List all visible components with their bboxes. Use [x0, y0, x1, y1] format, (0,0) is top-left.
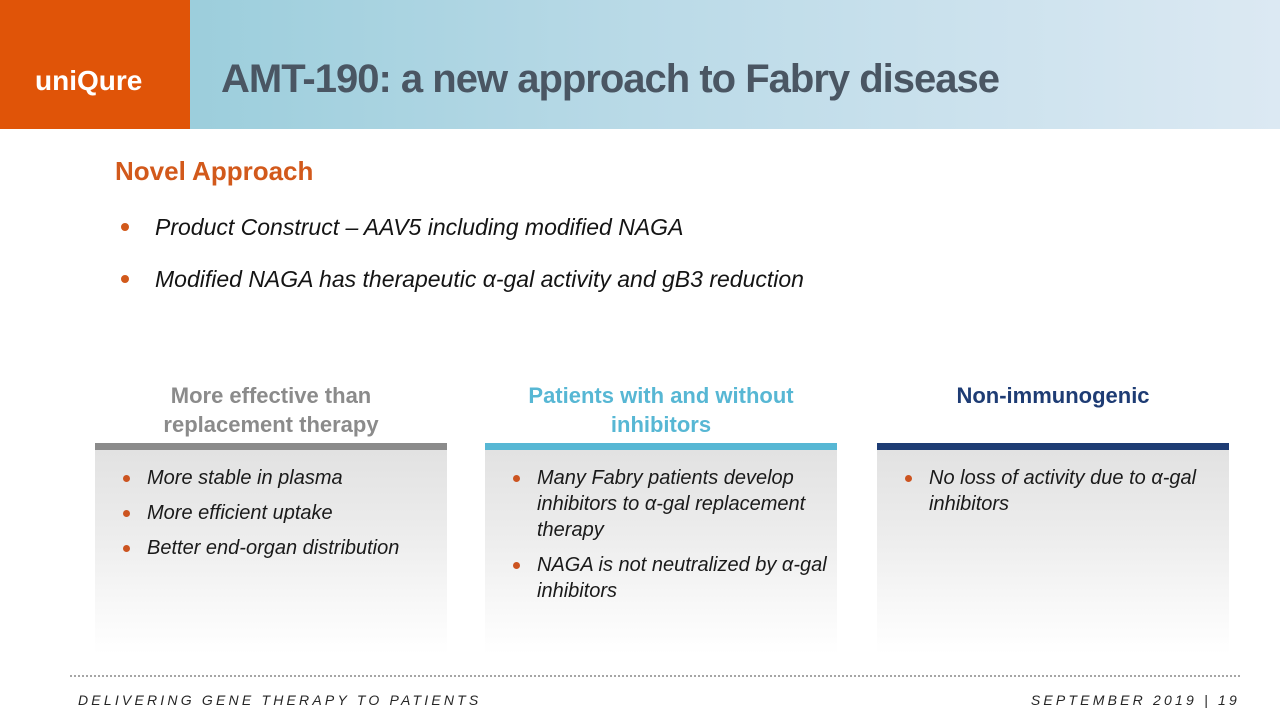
bullet-icon [513, 562, 520, 569]
list-item: More efficient uptake [95, 500, 439, 526]
intro-bullet-list: Product Construct – AAV5 including modif… [121, 212, 1121, 316]
section-heading: Novel Approach [115, 156, 314, 186]
column-header: More effective than replacement therapy [95, 381, 447, 443]
column-bullet-list: Many Fabry patients develop inhibitors t… [485, 450, 837, 604]
list-item: NAGA is not neutralized by α-gal inhibit… [485, 552, 829, 604]
slide-title: AMT-190: a new approach to Fabry disease [221, 57, 1000, 101]
footer-date-page-number: SEPTEMBER 2019 | 19 [1030, 692, 1240, 708]
column-more-effective: More effective than replacement therapy … [95, 381, 447, 655]
column-accent-bar [95, 443, 447, 450]
column-header-line: replacement therapy [163, 412, 379, 437]
footer-tagline: DELIVERING GENE THERAPY TO PATIENTS [78, 692, 482, 708]
list-item: More stable in plasma [95, 465, 439, 491]
header-band [190, 0, 1280, 129]
list-item-text: Better end-organ distribution [147, 537, 400, 559]
list-item: Better end-organ distribution [95, 535, 439, 561]
column-accent-bar [877, 443, 1229, 450]
bullet-icon [513, 475, 520, 482]
bullet-icon [905, 475, 912, 482]
list-item: No loss of activity due to α-gal inhibit… [877, 465, 1221, 517]
column-header-line: Non-immunogenic [956, 383, 1150, 408]
intro-bullet: Modified NAGA has therapeutic α-gal acti… [121, 264, 1121, 294]
list-item-text: More efficient uptake [147, 502, 333, 524]
list-item-text: NAGA is not neutralized by α-gal inhibit… [537, 554, 827, 602]
column-bullet-list: More stable in plasma More efficient upt… [95, 450, 447, 561]
column-header: Non-immunogenic [877, 381, 1229, 443]
list-item: Many Fabry patients develop inhibitors t… [485, 465, 829, 543]
intro-bullet-text: Modified NAGA has therapeutic α-gal acti… [155, 266, 804, 292]
column-header-line: More effective than [170, 383, 372, 408]
column-inhibitors: Patients with and without inhibitors Man… [485, 381, 837, 655]
column-header-line: Patients with and without [528, 383, 794, 408]
column-accent-bar [485, 443, 837, 450]
uniqure-logo: uniQure [0, 0, 190, 129]
column-header-line: inhibitors [610, 412, 712, 437]
column-body: Many Fabry patients develop inhibitors t… [485, 450, 837, 655]
column-body: No loss of activity due to α-gal inhibit… [877, 450, 1229, 655]
list-item-text: More stable in plasma [147, 467, 343, 489]
footer-divider [70, 675, 1240, 677]
bullet-icon [123, 475, 130, 482]
column-body: More stable in plasma More efficient upt… [95, 450, 447, 655]
uniqure-logo-text: uniQure [35, 65, 143, 96]
intro-bullet: Product Construct – AAV5 including modif… [121, 212, 1121, 242]
bullet-icon [121, 223, 129, 231]
column-bullet-list: No loss of activity due to α-gal inhibit… [877, 450, 1229, 517]
list-item-text: No loss of activity due to α-gal inhibit… [929, 467, 1197, 515]
bullet-icon [123, 510, 130, 517]
column-non-immunogenic: Non-immunogenic No loss of activity due … [877, 381, 1229, 655]
column-header: Patients with and without inhibitors [485, 381, 837, 443]
bullet-icon [121, 275, 129, 283]
intro-bullet-text: Product Construct – AAV5 including modif… [155, 214, 684, 240]
bullet-icon [123, 545, 130, 552]
list-item-text: Many Fabry patients develop inhibitors t… [537, 467, 806, 541]
